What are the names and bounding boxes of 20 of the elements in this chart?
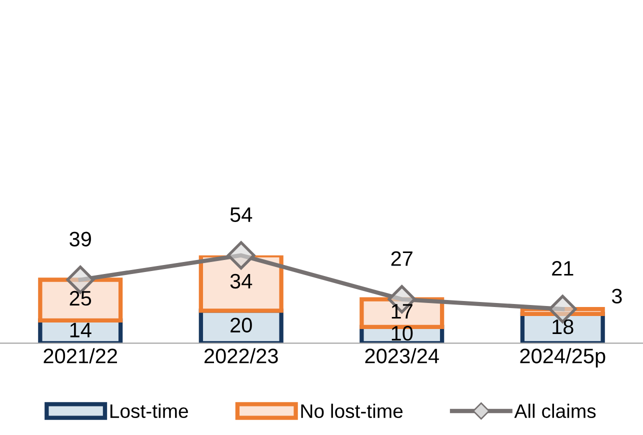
data-label: 27 [391, 251, 412, 266]
data-label: 3 [612, 288, 622, 304]
legend-label: All claims [514, 404, 596, 418]
data-label: 25 [70, 290, 92, 306]
data-label: 10 [392, 326, 413, 341]
data-label: 14 [70, 322, 92, 338]
data-label: 18 [552, 319, 574, 334]
x-tick-label: 2023/24 [365, 348, 439, 364]
data-label: 34 [230, 274, 252, 289]
data-label: 39 [70, 232, 91, 246]
legend-label: No lost-time [301, 404, 403, 418]
x-tick-label: 2021/22 [44, 348, 117, 364]
point [226, 241, 256, 270]
data-label: 20 [230, 318, 252, 333]
data-label: 54 [230, 208, 252, 222]
data-label: 17 [392, 304, 412, 318]
legend-label: Lost-time [110, 404, 188, 418]
x-tick-label: 2022/23 [204, 348, 278, 364]
x-tick-label: 2024/25p [520, 348, 606, 368]
data-label: 21 [552, 260, 574, 276]
